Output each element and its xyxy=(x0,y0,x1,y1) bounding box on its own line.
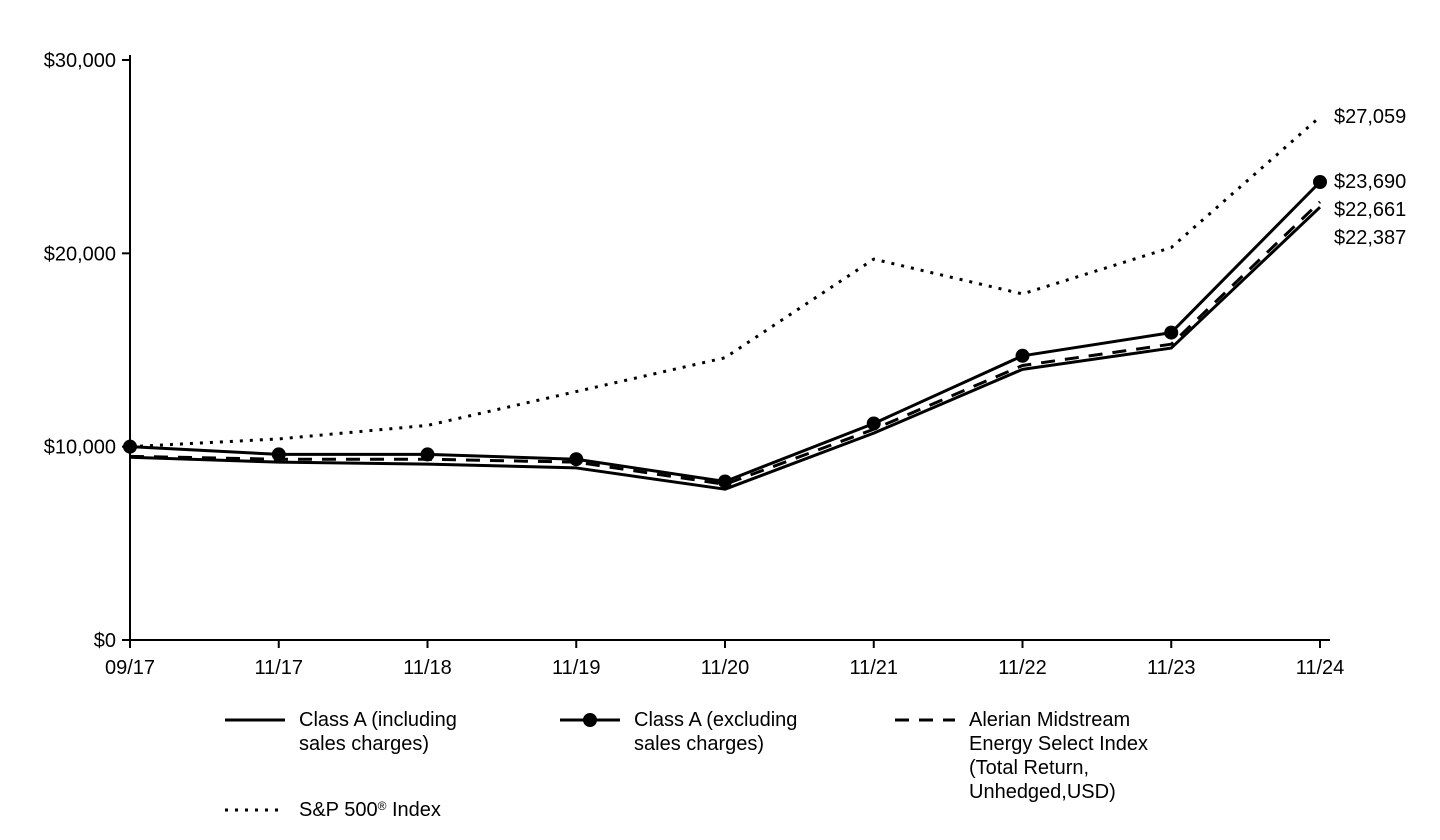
x-tick-label: 11/20 xyxy=(701,657,750,679)
legend-label-alerian: Alerian MidstreamEnergy Select Index(Tot… xyxy=(969,709,1148,803)
end-label-class_a_incl: $22,387 xyxy=(1334,227,1406,249)
y-tick-label: $10,000 xyxy=(44,437,116,459)
y-tick-label: $20,000 xyxy=(44,243,116,265)
series-marker-class_a_excl xyxy=(123,440,137,454)
series-line-alerian xyxy=(130,202,1320,484)
legend-label-class_a_incl: Class A (includingsales charges) xyxy=(299,709,457,755)
series-marker-class_a_excl xyxy=(718,474,732,488)
series-marker-class_a_excl xyxy=(421,447,435,461)
legend-label-sp500: S&P 500® Index xyxy=(299,799,441,821)
series-line-class_a_excl xyxy=(130,182,1320,481)
legend-label-class_a_excl: Class A (excludingsales charges) xyxy=(634,709,797,755)
x-tick-label: 11/18 xyxy=(403,657,452,679)
series-marker-class_a_excl xyxy=(272,447,286,461)
series-marker-class_a_excl xyxy=(1164,326,1178,340)
end-label-alerian: $22,661 xyxy=(1334,199,1406,221)
y-tick-label: $30,000 xyxy=(44,50,116,72)
series-marker-class_a_excl xyxy=(1016,349,1030,363)
growth-chart: $0 $10,000 $20,000 $30,000 09/17 11/17 11/18 11… xyxy=(0,0,1440,840)
x-tick-label: 11/17 xyxy=(254,657,303,679)
x-tick-label: 11/22 xyxy=(998,657,1047,679)
end-label-class_a_excl: $23,690 xyxy=(1334,171,1406,193)
series-marker-class_a_excl xyxy=(569,452,583,466)
x-tick-label: 11/19 xyxy=(552,657,601,679)
x-tick-label: 09/17 xyxy=(105,657,155,679)
series-marker-class_a_excl xyxy=(1313,175,1327,189)
x-tick-label: 11/23 xyxy=(1147,657,1196,679)
series-line-sp500 xyxy=(130,117,1320,447)
legend-marker-class_a_excl xyxy=(583,713,597,727)
end-label-sp500: $27,059 xyxy=(1334,106,1406,128)
chart-svg: $0 $10,000 $20,000 $30,000 09/17 11/17 11/18 11… xyxy=(0,0,1440,840)
x-tick-label: 11/21 xyxy=(849,657,898,679)
series-marker-class_a_excl xyxy=(867,416,881,430)
x-tick-label: 11/24 xyxy=(1296,657,1345,679)
y-tick-label: $0 xyxy=(94,630,116,652)
